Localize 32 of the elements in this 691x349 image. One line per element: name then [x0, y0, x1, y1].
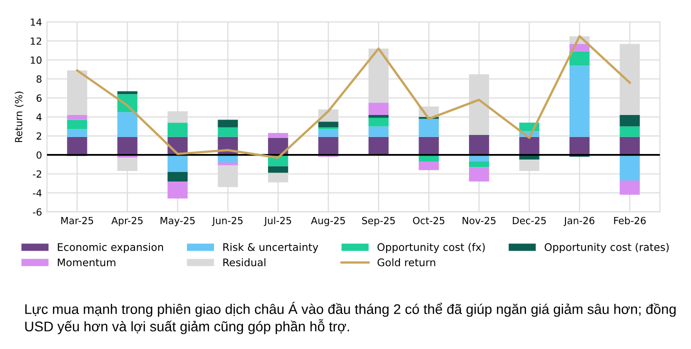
- x-tick-label: Nov-25: [462, 216, 496, 224]
- y-axis-title: Return (%): [14, 92, 24, 142]
- y-tick-label: 6: [36, 94, 42, 102]
- y-tick-label: 2: [36, 132, 42, 140]
- x-tick-label: Jun-25: [212, 216, 243, 226]
- y-tick-label: 14: [30, 18, 42, 26]
- x-tick-label: Aug-25: [310, 216, 345, 226]
- y-tick-label: -2: [32, 170, 42, 178]
- x-tick-label: Apr-25: [111, 216, 143, 226]
- x-tick-label: Jul-25: [264, 216, 292, 226]
- y-tick-label: 10: [30, 56, 42, 64]
- legend-label: Opportunity cost (rates): [544, 242, 669, 254]
- x-tick-label: May-25: [160, 216, 195, 226]
- legend-label: Opportunity cost (fx): [378, 242, 485, 254]
- x-tick-label: Feb-26: [614, 216, 646, 224]
- x-tick-label: Jan-26: [564, 216, 594, 226]
- y-tick-label: -6: [32, 208, 42, 216]
- x-tick-label: Sep-25: [362, 216, 395, 226]
- y-tick-label: 12: [30, 37, 42, 45]
- y-tick-label: 4: [36, 114, 42, 121]
- y-tick-label: -4: [32, 189, 42, 197]
- y-tick-label: 8: [36, 75, 42, 83]
- legend-label: Residual: [223, 258, 266, 266]
- x-tick-label: Mar-25: [61, 216, 94, 224]
- x-tick-label: Dec-25: [512, 216, 546, 224]
- legend-label: Momentum: [58, 258, 116, 266]
- legend-label: Gold return: [378, 258, 436, 266]
- y-tick-label: 0: [36, 151, 42, 159]
- x-tick-label: Oct-25: [413, 216, 444, 224]
- text: Lực mua mạnh trong phiên giao dịch châu Á vào đầu tháng 2 có thể đã giúp ngăn giá giảm sâu hơn; đồng USD yếu hơn và lợi suất giảm cũng góp phần hỗ trợ.: [25, 302, 676, 334]
- legend-label: Risk & uncertainty: [223, 242, 318, 254]
- legend-label: Economic expansion: [58, 242, 163, 254]
